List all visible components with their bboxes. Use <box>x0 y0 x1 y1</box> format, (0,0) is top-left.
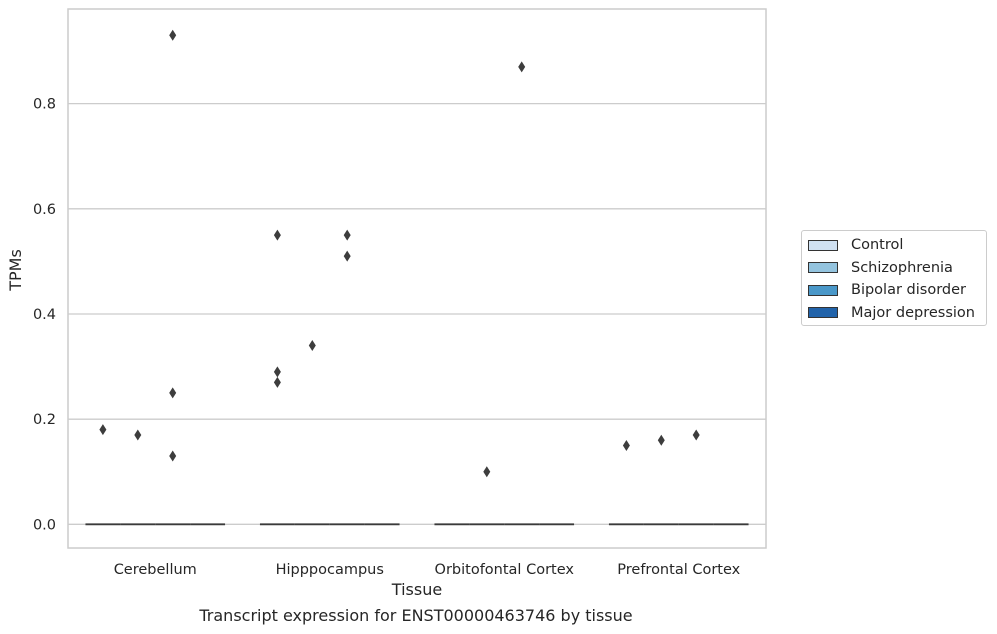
y-tick-label: 0.0 <box>33 517 56 533</box>
legend-label: Bipolar disorder <box>851 282 966 298</box>
legend-label: Schizophrenia <box>851 259 953 276</box>
outlier-point <box>692 429 700 441</box>
outlier-point <box>308 340 316 352</box>
outlier-point <box>169 387 177 399</box>
outlier-point <box>99 424 107 436</box>
legend-item: Bipolar disorder <box>808 281 966 299</box>
x-tick-label: Prefrontal Cortex <box>617 562 740 578</box>
y-tick-label: 0.2 <box>33 412 56 428</box>
legend-item: Schizophrenia <box>808 259 953 277</box>
outlier-point <box>518 61 526 73</box>
legend-label: Major depression <box>851 304 975 321</box>
x-tick-labels: Cerebellum Hipppocampus Orbitofontal Corte… <box>114 562 741 578</box>
outlier-point <box>169 450 177 462</box>
outlier-point <box>134 429 142 441</box>
legend-swatch <box>808 307 838 318</box>
y-axis-label: TPMs <box>6 249 25 292</box>
legend-item: Control <box>808 236 903 254</box>
legend-item: Major depression <box>808 304 975 322</box>
y-tick-label: 0.6 <box>33 202 56 218</box>
plot-frame <box>67 8 767 549</box>
y-tick-label: 0.4 <box>33 307 56 323</box>
outlier-point <box>343 229 351 241</box>
outlier-point <box>169 29 177 41</box>
outlier-point <box>273 229 281 241</box>
outlier-point <box>343 250 351 262</box>
legend-swatch <box>808 262 838 273</box>
legend-swatch <box>808 284 838 296</box>
outlier-point <box>657 434 665 446</box>
outlier-point <box>273 376 281 388</box>
x-axis-label: Tissue <box>391 580 442 599</box>
legend-label: Control <box>851 237 904 253</box>
y-tick-label: 0.8 <box>33 97 56 113</box>
legend: Control Schizophrenia Bipolar disorder Majo… <box>801 230 987 326</box>
outlier-point <box>273 366 281 378</box>
outlier-point <box>622 439 630 451</box>
outliers-layer <box>99 29 700 478</box>
chart-caption: Transcript expression for ENST0000046374… <box>199 606 633 625</box>
x-tick-label: Hipppocampus <box>276 562 384 578</box>
x-tick-label: Orbitofontal Cortex <box>435 562 575 578</box>
x-tick-label: Cerebellum <box>114 562 197 578</box>
y-tick-labels: 0.0 0.2 0.4 0.6 0.8 <box>33 97 56 534</box>
outlier-point <box>483 466 491 478</box>
legend-swatch <box>808 239 838 251</box>
